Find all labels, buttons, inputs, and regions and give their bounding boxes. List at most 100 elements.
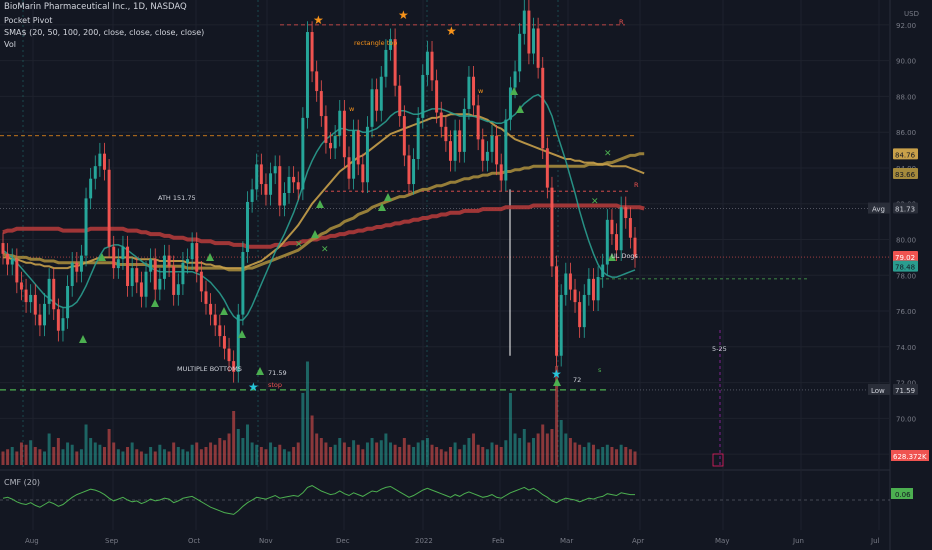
candle-body[interactable] [532, 28, 535, 54]
candle-body[interactable] [310, 32, 314, 72]
candle-body[interactable] [329, 142, 333, 149]
candle-body[interactable] [402, 116, 406, 156]
event-marker[interactable] [712, 453, 724, 467]
candle-body[interactable] [287, 176, 291, 193]
candle-body[interactable] [273, 166, 277, 174]
candle-body[interactable] [435, 80, 439, 113]
candle-body[interactable] [352, 130, 356, 179]
candle-body[interactable] [70, 262, 74, 286]
candle-body[interactable] [75, 262, 79, 272]
candle-body[interactable] [568, 273, 572, 290]
candle-body[interactable] [356, 130, 360, 165]
candle-body[interactable] [209, 303, 213, 315]
indicator-pocket-pivot[interactable]: Pocket Pivot [4, 16, 53, 25]
candle-body[interactable] [555, 266, 559, 356]
candle-body[interactable] [610, 219, 614, 235]
candle-body[interactable] [412, 159, 416, 185]
candle-body[interactable] [361, 164, 365, 183]
candle-body[interactable] [527, 10, 531, 54]
candle-body[interactable] [504, 119, 508, 181]
candle-body[interactable] [605, 219, 609, 265]
candle-body[interactable] [425, 51, 429, 75]
candle-body[interactable] [116, 259, 120, 269]
candle-body[interactable] [541, 67, 545, 149]
candle-body[interactable] [135, 268, 139, 283]
candle-body[interactable] [448, 141, 452, 161]
candle-body[interactable] [130, 268, 134, 286]
candle-body[interactable] [29, 294, 33, 303]
candle-body[interactable] [61, 318, 65, 331]
candle-body[interactable] [305, 32, 309, 118]
candle-body[interactable] [458, 130, 462, 152]
candle-body[interactable] [153, 259, 157, 290]
candle-body[interactable] [232, 361, 236, 372]
candle-body[interactable] [319, 91, 323, 117]
candle-body[interactable] [167, 255, 171, 267]
candle-body[interactable] [292, 176, 296, 183]
cmf-label[interactable]: CMF (20) [4, 478, 41, 487]
candle-body[interactable] [573, 289, 577, 303]
candle-body[interactable] [545, 148, 549, 188]
candle-body[interactable] [365, 126, 369, 183]
candle-body[interactable] [389, 39, 392, 50]
candle-body[interactable] [624, 207, 628, 219]
candle-body[interactable] [89, 178, 93, 199]
candle-body[interactable] [107, 169, 111, 247]
candle-body[interactable] [550, 187, 554, 267]
candle-body[interactable] [52, 278, 56, 310]
candle-body[interactable] [181, 262, 185, 285]
candle-body[interactable] [227, 348, 231, 362]
candle-body[interactable] [278, 166, 282, 206]
candle-body[interactable] [195, 243, 199, 272]
candle-body[interactable] [379, 76, 383, 111]
candle-body[interactable] [218, 325, 222, 337]
candle-body[interactable] [495, 135, 499, 165]
candle-body[interactable] [56, 309, 60, 331]
candle-body[interactable] [633, 237, 637, 258]
candle-body[interactable] [393, 39, 397, 86]
candle-body[interactable] [453, 130, 457, 161]
candle-body[interactable] [66, 286, 70, 319]
candle-body[interactable] [596, 277, 600, 301]
candle-body[interactable] [481, 139, 485, 161]
candle-body[interactable] [315, 71, 319, 92]
candle-body[interactable] [121, 246, 125, 260]
candle-body[interactable] [407, 155, 411, 185]
candle-body[interactable] [199, 271, 203, 292]
candle-body[interactable] [472, 76, 476, 106]
candle-body[interactable] [430, 51, 434, 81]
candle-body[interactable] [416, 117, 420, 160]
candle-body[interactable] [38, 314, 42, 326]
candle-body[interactable] [79, 255, 83, 272]
candle-body[interactable] [347, 157, 351, 179]
candle-body[interactable] [47, 278, 51, 304]
candle-body[interactable] [439, 112, 443, 127]
candle-body[interactable] [296, 182, 300, 190]
candle-body[interactable] [222, 336, 226, 349]
candle-body[interactable] [513, 71, 517, 88]
candle-body[interactable] [490, 135, 494, 152]
candle-body[interactable] [241, 252, 245, 315]
candle-body[interactable] [93, 166, 97, 179]
candle-body[interactable] [255, 164, 259, 190]
candle-body[interactable] [158, 278, 162, 290]
candle-body[interactable] [467, 76, 471, 109]
candle-body[interactable] [19, 282, 23, 290]
candle-body[interactable] [615, 234, 619, 251]
candle-body[interactable] [324, 116, 328, 143]
candle-body[interactable] [139, 282, 143, 297]
candle-body[interactable] [126, 246, 130, 286]
candle-body[interactable] [6, 253, 10, 265]
candle-body[interactable] [582, 294, 586, 328]
candle-body[interactable] [103, 153, 106, 170]
candle-body[interactable] [162, 255, 166, 279]
candle-body[interactable] [186, 259, 190, 263]
candle-body[interactable] [444, 126, 448, 142]
candle-body[interactable] [259, 164, 263, 185]
candle-body[interactable] [628, 218, 632, 238]
candle-body[interactable] [333, 135, 337, 149]
candle-body[interactable] [342, 110, 346, 158]
candle-body[interactable] [15, 259, 19, 283]
candle-body[interactable] [508, 87, 512, 120]
